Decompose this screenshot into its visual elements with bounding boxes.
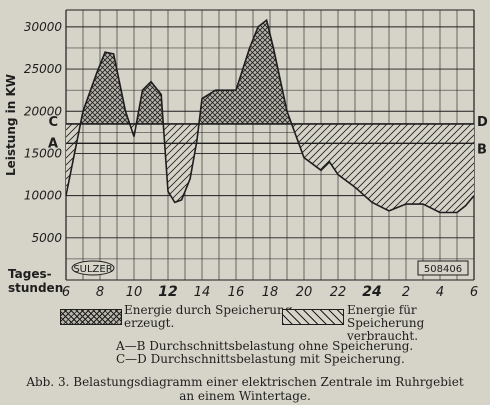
x-tick-label: 8: [96, 285, 104, 300]
y-tick-label: 25000: [24, 62, 63, 76]
number-stamp-text: 508406: [424, 264, 462, 275]
legend-consumed-line2: verbraucht.: [347, 329, 419, 343]
x-tick-label: 12: [158, 284, 177, 300]
x-tick-label: 20: [296, 285, 313, 300]
x-tick-label: 2: [402, 285, 410, 300]
letter-a: A: [48, 136, 58, 151]
y-tick-label: 30000: [24, 20, 63, 34]
y-tick-labels: 5000 10000 15000 20000 25000 30000: [24, 20, 63, 245]
x-axis-label-line2: stunden: [8, 281, 63, 295]
load-chart: 5000 10000 15000 20000 25000 30000 6 8 10 12 14 16…: [4, 9, 488, 300]
line-legend-ab: A—B Durchschnittsbelastung ohne Speicher…: [116, 339, 414, 353]
x-tick-label: 22: [330, 285, 347, 300]
x-tick-label: 4: [436, 285, 444, 300]
legend-swatch-crosshatch: [60, 309, 122, 325]
curve-layer: [65, 18, 475, 214]
y-tick-label: 10000: [24, 189, 63, 203]
letter-d: D: [477, 115, 488, 130]
line-letters: A B C D: [48, 115, 488, 157]
figure-caption-line2: an einem Wintertage.: [179, 389, 311, 403]
load-curve: [65, 18, 475, 214]
letter-b: B: [477, 142, 487, 157]
y-tick-label: 5000: [31, 231, 62, 245]
area-generated: [66, 20, 474, 124]
x-tick-label: 6: [62, 285, 70, 300]
y-axis-label: Leistung in KW: [4, 74, 18, 176]
y-tick-label: 20000: [24, 104, 63, 118]
legend-generated-line2: erzeugt.: [124, 316, 175, 330]
x-tick-label: 14: [194, 285, 211, 300]
legend-label-consumed: Energie für Speicherung verbraucht.: [347, 304, 490, 343]
legend-generated-line1: Energie durch Speicherung: [124, 303, 293, 317]
x-tick-label: 16: [228, 285, 245, 300]
x-tick-label: 6: [470, 285, 478, 300]
x-tick-label: 24: [362, 284, 381, 300]
line-legend-cd: C—D Durchschnittsbelastung mit Speicheru…: [116, 352, 405, 366]
average-lines: [66, 123, 474, 145]
sulzer-stamp-outline: [71, 260, 115, 276]
stamps: SULZER 508406: [71, 260, 469, 276]
letter-c: C: [48, 115, 58, 130]
legend-swatch-diagonal: [282, 309, 344, 325]
sulzer-stamp-text: SULZER: [73, 264, 112, 275]
legend-consumed-line1: Energie für Speicherung: [347, 303, 425, 330]
axis-labels: Leistung in KW Tages-stunden: [4, 74, 63, 295]
legend-label-generated: Energie durch Speicherung erzeugt.: [124, 304, 292, 330]
y-tick-label: 15000: [24, 146, 63, 160]
x-axis-label-line1: Tages-: [8, 267, 52, 281]
x-tick-label: 10: [126, 285, 143, 300]
x-tick-label: 18: [262, 285, 279, 300]
x-tick-labels: 6 8 10 12 14 16 18 20 22 24 2 4 6: [62, 284, 478, 300]
figure-caption-line1: Abb. 3. Belastungsdiagramm einer elektri…: [26, 375, 464, 389]
number-stamp-outline: [417, 260, 469, 276]
